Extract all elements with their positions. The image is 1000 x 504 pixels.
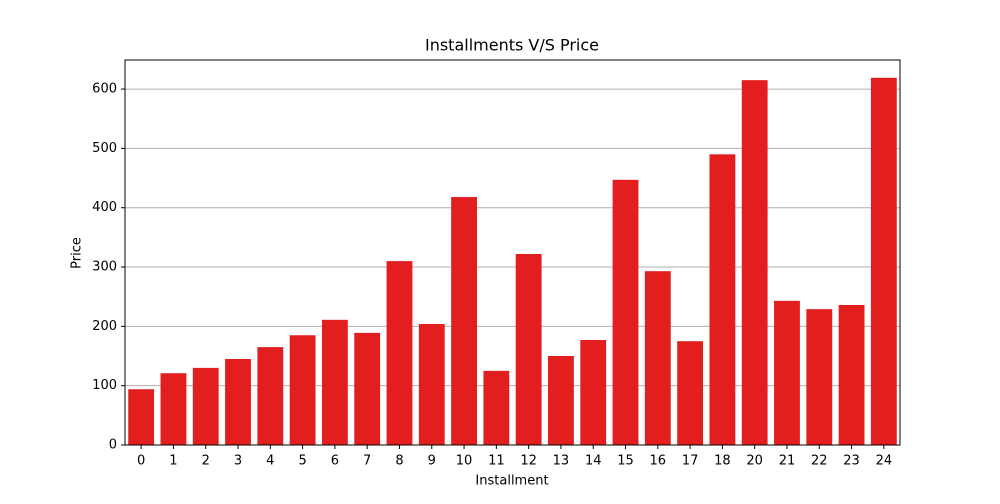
x-tick-label: 5 (298, 454, 306, 469)
x-tick-label: 16 (650, 454, 667, 469)
x-tick-label: 22 (811, 454, 828, 469)
bar (838, 305, 865, 445)
bar (709, 154, 736, 446)
bar (870, 77, 897, 446)
x-tick-label: 6 (331, 454, 339, 469)
y-tick-label: 200 (92, 319, 117, 334)
x-tick-label: 0 (137, 454, 145, 469)
bar (774, 300, 800, 445)
bar (192, 367, 219, 445)
y-tick-label: 100 (92, 378, 117, 393)
x-tick-label: 13 (553, 454, 570, 469)
bar (580, 340, 607, 445)
bar (483, 370, 510, 445)
x-tick-label: 10 (456, 454, 473, 469)
bar (321, 319, 348, 445)
x-tick-label: 8 (395, 454, 403, 469)
x-tick-label: 24 (876, 454, 893, 469)
bar (612, 179, 639, 445)
y-tick-label: 300 (92, 260, 117, 275)
bar (806, 309, 833, 445)
bar (644, 271, 671, 445)
bar (741, 80, 768, 445)
bar (515, 253, 542, 445)
y-tick-label: 0 (109, 438, 117, 453)
y-tick-label: 400 (92, 200, 117, 215)
bar (418, 323, 445, 445)
chart-title: Installments V/S Price (425, 36, 599, 55)
x-tick-label: 7 (363, 454, 371, 469)
x-tick-label: 23 (843, 454, 860, 469)
bar (677, 341, 704, 445)
x-tick-label: 2 (202, 454, 210, 469)
bar (451, 197, 477, 445)
y-tick-label: 500 (92, 141, 117, 156)
x-tick-label: 1 (169, 454, 177, 469)
bar (225, 358, 251, 445)
bar (386, 261, 413, 445)
y-axis-label: Price (70, 237, 85, 269)
bar (548, 356, 574, 445)
x-tick-label: 17 (682, 454, 699, 469)
x-tick-label: 11 (488, 454, 505, 469)
x-tick-label: 15 (617, 454, 634, 469)
bar (354, 332, 381, 445)
plot-frame (124, 59, 901, 446)
bar (257, 347, 284, 445)
y-tick-label: 600 (92, 82, 117, 97)
x-tick-label: 20 (746, 454, 763, 469)
x-tick-label: 12 (520, 454, 537, 469)
bar (128, 389, 155, 445)
x-axis-label: Installment (475, 474, 548, 489)
x-tick-label: 14 (585, 454, 602, 469)
x-tick-label: 21 (779, 454, 796, 469)
bar (160, 373, 187, 445)
x-tick-label: 4 (266, 454, 274, 469)
x-tick-label: 3 (234, 454, 242, 469)
x-tick-label: 9 (428, 454, 436, 469)
x-tick-label: 18 (714, 454, 731, 469)
bar (289, 335, 316, 445)
